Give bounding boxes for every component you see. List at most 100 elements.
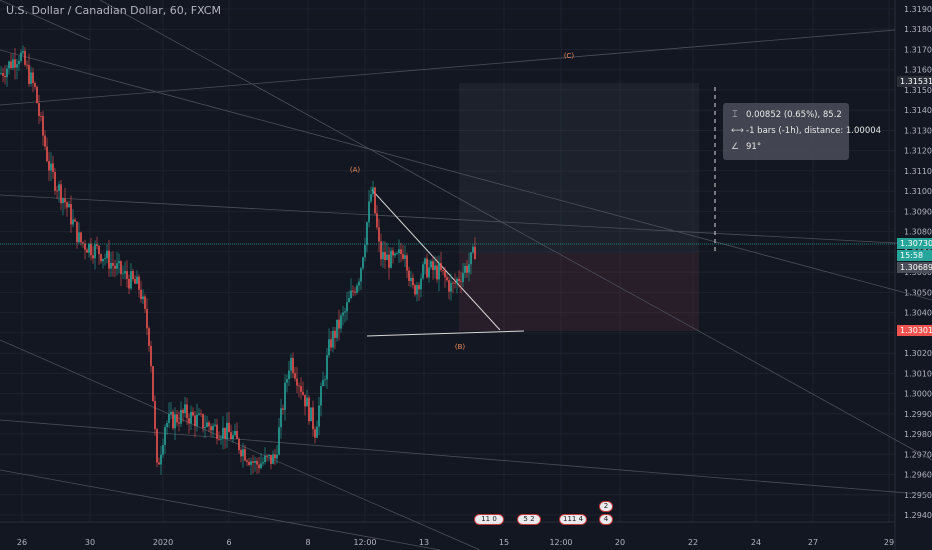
candle-body	[314, 429, 316, 438]
candle-body	[156, 429, 158, 463]
candle-body	[438, 263, 440, 280]
candle-body	[466, 265, 468, 273]
candle-body	[216, 424, 218, 439]
candle-body	[396, 253, 398, 254]
candle-body	[202, 414, 204, 429]
x-tick-label: 29	[884, 538, 894, 547]
candle-body	[392, 250, 394, 256]
candle-body	[38, 103, 40, 117]
candle-body	[346, 302, 348, 312]
candle-body	[90, 243, 92, 256]
candle-body	[374, 187, 376, 214]
candle-body	[436, 265, 438, 280]
candle-body	[244, 449, 246, 461]
candle-body	[248, 461, 250, 465]
candle-body	[88, 243, 90, 253]
trend-line	[0, 0, 91, 41]
candle-body	[440, 263, 442, 270]
price-tag-current: 1.30730	[897, 238, 932, 249]
candle-body	[400, 249, 402, 255]
candle-body	[118, 261, 120, 264]
candle-body	[238, 438, 240, 451]
candle-body	[378, 227, 380, 242]
price-tag-secondary: 1.30689	[897, 262, 932, 273]
candle-body	[206, 422, 208, 428]
candle-body	[108, 250, 110, 269]
candle-body	[298, 385, 300, 387]
candle-body	[242, 449, 244, 457]
candle-body	[464, 265, 466, 273]
candle-body	[98, 245, 100, 255]
candle-body	[386, 254, 388, 261]
candle-body	[106, 250, 108, 259]
candle-body	[126, 271, 128, 279]
candle-body	[70, 204, 72, 225]
candle-body	[340, 315, 342, 329]
candle-body	[444, 271, 446, 278]
candle-body	[294, 373, 296, 379]
candle-body	[312, 407, 314, 430]
candle-body	[338, 319, 340, 329]
candle-body	[260, 463, 262, 469]
price-tag-countdown: 15:58	[897, 250, 932, 261]
candle-body	[22, 50, 24, 53]
x-tick-label: 26	[17, 538, 27, 547]
candle-body	[40, 116, 42, 117]
candle-body	[262, 462, 264, 464]
event-badge[interactable]: 2	[599, 501, 613, 512]
candle-body	[60, 184, 62, 204]
candle-body	[450, 282, 452, 292]
x-tick-label: 8	[305, 538, 310, 547]
candle-body	[278, 427, 280, 455]
candle-body	[332, 330, 334, 348]
candle-body	[320, 386, 322, 406]
candle-body	[96, 244, 98, 246]
candle-body	[160, 454, 162, 465]
candle-body	[166, 423, 168, 428]
candle-body	[324, 379, 326, 381]
event-badge[interactable]: 11 0	[474, 514, 504, 525]
candle-body	[470, 252, 472, 265]
candle-body	[66, 202, 68, 208]
candle-body	[296, 378, 298, 386]
trend-line	[99, 0, 932, 461]
x-tick-label: 27	[808, 538, 818, 547]
candle-body	[330, 339, 332, 348]
candle-body	[54, 171, 56, 191]
candle-body	[414, 285, 416, 295]
candle-body	[26, 64, 28, 66]
candle-body	[426, 258, 428, 278]
candle-body	[50, 163, 52, 171]
candle-body	[16, 64, 18, 68]
candle-body	[384, 252, 386, 261]
wave-line	[366, 330, 525, 337]
event-badge[interactable]: 111 4	[559, 514, 587, 525]
y-tick-label: 1.31400	[904, 106, 932, 115]
candle-body	[64, 198, 66, 203]
candle-body	[208, 422, 210, 427]
candle-body	[234, 431, 236, 436]
candle-body	[172, 411, 174, 429]
candle-body	[52, 163, 54, 172]
y-tick-label: 1.30800	[904, 228, 932, 237]
y-tick-label: 1.29500	[904, 491, 932, 500]
wave-label-b: (B)	[455, 343, 466, 351]
price-tag-lower: 1.30301	[897, 325, 932, 336]
candle-body	[230, 432, 232, 440]
x-tick-label: 6	[226, 538, 231, 547]
candle-body	[272, 454, 274, 464]
candle-body	[18, 60, 20, 65]
candle-body	[334, 330, 336, 338]
candle-body	[42, 116, 44, 136]
candle-body	[274, 454, 276, 459]
candle-body	[354, 291, 356, 293]
event-badge[interactable]: 4	[599, 514, 613, 525]
candle-body	[360, 268, 362, 282]
candle-body	[448, 280, 450, 292]
event-badge[interactable]: 5 2	[517, 514, 541, 525]
candle-body	[190, 411, 192, 424]
candle-body	[76, 221, 78, 243]
candle-body	[46, 146, 48, 162]
